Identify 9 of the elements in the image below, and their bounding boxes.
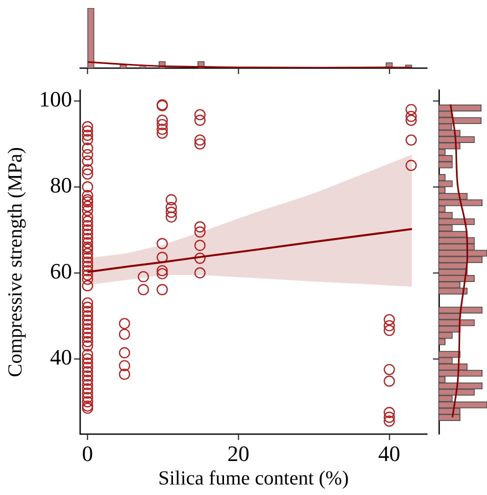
x-tick-label: 40 [378,440,400,466]
y-axis-title: Compressive strength (MPa) [4,147,26,378]
x-tick-label: 20 [227,440,250,466]
x-tick-label: 0 [82,440,94,466]
y-tick-label: 100 [39,86,72,112]
y-tick-label: 60 [50,258,72,284]
y-tick-label: 40 [50,344,72,370]
y-tick-label: 80 [50,172,72,198]
x-axis-title: Silica fume content (%) [158,467,349,490]
